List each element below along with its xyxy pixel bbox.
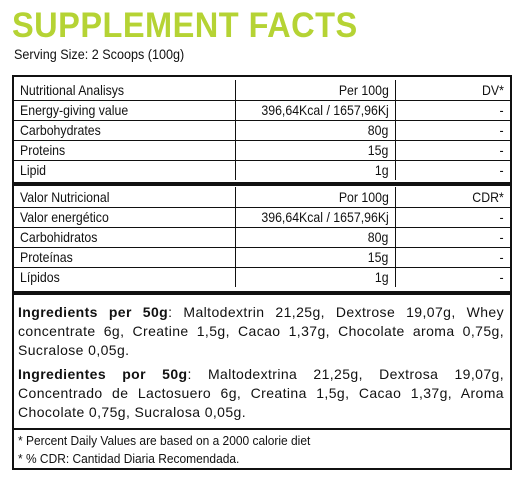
row-value: 15g — [234, 139, 395, 160]
nutrition-table-es: Valor Nutricional Por 100g CDR* Valor en… — [14, 187, 510, 287]
footnote-dv: * Percent Daily Values are based on a 20… — [18, 433, 311, 448]
row-value: 396,64Kcal / 1657,96Kj — [234, 206, 395, 227]
footnotes: * Percent Daily Values are based on a 20… — [18, 432, 336, 468]
table-row: Energy-giving value 396,64Kcal / 1657,96… — [14, 99, 510, 120]
row-name: Lípidos — [14, 266, 235, 287]
facts-panel: Nutritional Analisys Per 100g DV* Energy… — [12, 75, 512, 470]
ingredients-es-text: : Maltodextrina 21,25g, Dextrosa 19,07g,… — [18, 366, 504, 420]
table-row: Carbohidratos 80g - — [14, 226, 510, 247]
row-dv: - — [394, 246, 510, 267]
row-name: Carbohydrates — [14, 119, 235, 140]
section-divider — [14, 182, 510, 186]
table-row: Proteínas 15g - — [14, 246, 510, 267]
table-header-row: Nutritional Analisys Per 100g DV* — [14, 80, 510, 100]
row-dv: - — [394, 99, 510, 120]
row-name: Carbohidratos — [14, 226, 235, 247]
row-dv: - — [394, 119, 510, 140]
ingredients-es: Ingredientes por 50g: Maltodextrina 21,2… — [18, 365, 504, 422]
table-row: Lipid 1g - — [14, 159, 510, 180]
row-dv: - — [394, 266, 510, 287]
section-divider — [14, 428, 510, 430]
header-dv: DV* — [394, 80, 510, 100]
row-name: Valor energético — [14, 206, 235, 227]
header-name: Nutritional Analisys — [20, 81, 125, 98]
row-name: Lipid — [14, 159, 235, 180]
row-dv: - — [394, 226, 510, 247]
row-value: 80g — [234, 119, 395, 140]
header-value: Per 100g — [234, 80, 395, 100]
ingredients-en: Ingredients per 50g: Maltodextrin 21,25g… — [18, 303, 504, 360]
header-dv: CDR* — [394, 187, 510, 207]
nutrition-table-en: Nutritional Analisys Per 100g DV* Energy… — [14, 80, 510, 180]
row-name: Proteínas — [14, 246, 235, 267]
row-dv: - — [394, 206, 510, 227]
table-row: Carbohydrates 80g - — [14, 119, 510, 140]
ingredients-en-label: Ingredients per 50g — [18, 304, 169, 320]
row-value: 80g — [234, 226, 395, 247]
page-title: SUPPLEMENT FACTS — [12, 6, 358, 45]
header-value: Por 100g — [234, 187, 395, 207]
ingredients-es-label: Ingredientes por 50g — [18, 366, 188, 382]
table-row: Lípidos 1g - — [14, 266, 510, 287]
row-dv: - — [394, 139, 510, 160]
section-divider — [14, 291, 510, 295]
header-name: Valor Nutricional — [20, 188, 110, 205]
row-name: Energy-giving value — [14, 99, 235, 120]
table-row: Proteins 15g - — [14, 139, 510, 160]
row-value: 1g — [234, 159, 395, 180]
serving-size: Serving Size: 2 Scoops (100g) — [14, 46, 185, 62]
row-name: Proteins — [14, 139, 235, 160]
row-value: 1g — [234, 266, 395, 287]
row-value: 15g — [234, 246, 395, 267]
row-dv: - — [394, 159, 510, 180]
table-row: Valor energético 396,64Kcal / 1657,96Kj … — [14, 206, 510, 227]
ingredients-en-text: : Maltodextrin 21,25g, Dextrose 19,07g, … — [18, 304, 504, 358]
footnote-cdr: * % CDR: Cantidad Diaria Recomendada. — [18, 451, 240, 466]
row-value: 396,64Kcal / 1657,96Kj — [234, 99, 395, 120]
table-header-row: Valor Nutricional Por 100g CDR* — [14, 187, 510, 207]
